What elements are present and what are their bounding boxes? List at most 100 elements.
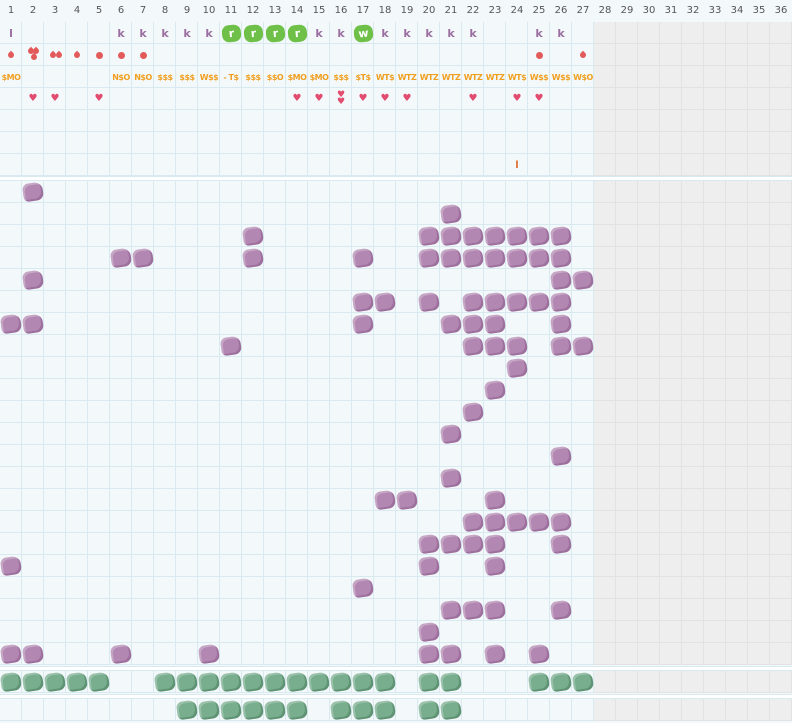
board-cell[interactable] bbox=[308, 467, 330, 489]
board-cell[interactable] bbox=[770, 445, 792, 467]
top-grid-cell[interactable] bbox=[88, 110, 110, 132]
top-grid-cell[interactable] bbox=[44, 110, 66, 132]
board-cell[interactable] bbox=[308, 291, 330, 313]
board-cell[interactable] bbox=[462, 445, 484, 467]
board-cell[interactable] bbox=[220, 357, 242, 379]
board-cell[interactable] bbox=[154, 643, 176, 665]
top-grid-cell[interactable] bbox=[550, 66, 572, 88]
top-grid-cell[interactable] bbox=[0, 88, 22, 110]
tray-b-cell[interactable] bbox=[132, 699, 154, 721]
board-cell[interactable] bbox=[704, 401, 726, 423]
tray-b-cell[interactable] bbox=[528, 699, 550, 721]
top-grid-cell[interactable] bbox=[264, 88, 286, 110]
top-grid-cell[interactable] bbox=[594, 154, 616, 176]
board-cell[interactable] bbox=[176, 533, 198, 555]
board-cell[interactable] bbox=[550, 489, 572, 511]
board-cell[interactable] bbox=[132, 511, 154, 533]
board-cell[interactable] bbox=[198, 313, 220, 335]
top-grid-cell[interactable] bbox=[418, 44, 440, 66]
board-cell[interactable] bbox=[528, 379, 550, 401]
board-cell[interactable] bbox=[330, 467, 352, 489]
top-grid-cell[interactable] bbox=[638, 88, 660, 110]
board-cell[interactable] bbox=[110, 577, 132, 599]
board-cell[interactable] bbox=[726, 577, 748, 599]
board-cell[interactable] bbox=[374, 599, 396, 621]
board-cell[interactable] bbox=[176, 555, 198, 577]
top-grid-cell[interactable] bbox=[704, 22, 726, 44]
tray-b-cell[interactable] bbox=[638, 699, 660, 721]
top-grid-cell[interactable] bbox=[198, 88, 220, 110]
top-grid-cell[interactable] bbox=[638, 110, 660, 132]
board-cell[interactable] bbox=[352, 203, 374, 225]
board-cell[interactable] bbox=[0, 357, 22, 379]
board-cell[interactable] bbox=[374, 203, 396, 225]
board-cell[interactable] bbox=[616, 269, 638, 291]
top-grid-cell[interactable] bbox=[550, 110, 572, 132]
board-cell[interactable] bbox=[286, 357, 308, 379]
board-cell[interactable] bbox=[616, 511, 638, 533]
board-cell[interactable] bbox=[22, 423, 44, 445]
board-cell[interactable] bbox=[440, 577, 462, 599]
board-cell[interactable] bbox=[198, 203, 220, 225]
board-cell[interactable] bbox=[440, 379, 462, 401]
board-cell[interactable] bbox=[726, 467, 748, 489]
top-grid-cell[interactable] bbox=[704, 44, 726, 66]
board-cell[interactable] bbox=[286, 269, 308, 291]
board-cell[interactable] bbox=[638, 599, 660, 621]
board-cell[interactable] bbox=[726, 291, 748, 313]
board-cell[interactable] bbox=[550, 621, 572, 643]
board-cell[interactable] bbox=[396, 577, 418, 599]
top-grid-cell[interactable] bbox=[352, 66, 374, 88]
top-grid-cell[interactable] bbox=[44, 66, 66, 88]
board-cell[interactable] bbox=[220, 423, 242, 445]
board-cell[interactable] bbox=[484, 621, 506, 643]
board-cell[interactable] bbox=[88, 313, 110, 335]
board-cell[interactable] bbox=[44, 533, 66, 555]
board-cell[interactable] bbox=[286, 489, 308, 511]
board-cell[interactable] bbox=[506, 313, 528, 335]
tray-a-cell[interactable] bbox=[660, 671, 682, 693]
top-grid-cell[interactable] bbox=[572, 154, 594, 176]
board-cell[interactable] bbox=[594, 643, 616, 665]
board-cell[interactable] bbox=[0, 181, 22, 203]
top-grid-cell[interactable] bbox=[770, 44, 792, 66]
top-grid-cell[interactable] bbox=[682, 44, 704, 66]
board-cell[interactable] bbox=[726, 533, 748, 555]
tray-b-cell[interactable] bbox=[44, 699, 66, 721]
top-grid-cell[interactable] bbox=[594, 88, 616, 110]
top-grid-cell[interactable] bbox=[748, 66, 770, 88]
board-cell[interactable] bbox=[418, 379, 440, 401]
top-grid-cell[interactable] bbox=[440, 154, 462, 176]
board-cell[interactable] bbox=[374, 643, 396, 665]
board-cell[interactable] bbox=[748, 599, 770, 621]
board-cell[interactable] bbox=[462, 621, 484, 643]
board-cell[interactable] bbox=[308, 335, 330, 357]
board-cell[interactable] bbox=[704, 423, 726, 445]
board-cell[interactable] bbox=[770, 203, 792, 225]
top-grid-cell[interactable] bbox=[176, 88, 198, 110]
top-grid-cell[interactable] bbox=[220, 154, 242, 176]
board-cell[interactable] bbox=[264, 621, 286, 643]
board-cell[interactable] bbox=[770, 577, 792, 599]
board-cell[interactable] bbox=[330, 555, 352, 577]
board-cell[interactable] bbox=[198, 621, 220, 643]
top-grid-cell[interactable] bbox=[572, 66, 594, 88]
board-cell[interactable] bbox=[264, 555, 286, 577]
board-cell[interactable] bbox=[660, 599, 682, 621]
board-cell[interactable] bbox=[682, 621, 704, 643]
top-grid-cell[interactable] bbox=[66, 110, 88, 132]
board-cell[interactable] bbox=[440, 511, 462, 533]
board-cell[interactable] bbox=[286, 621, 308, 643]
top-grid-cell[interactable] bbox=[726, 44, 748, 66]
top-grid-cell[interactable] bbox=[154, 154, 176, 176]
board-cell[interactable] bbox=[110, 269, 132, 291]
board-cell[interactable] bbox=[704, 489, 726, 511]
board-cell[interactable] bbox=[352, 379, 374, 401]
top-grid-cell[interactable] bbox=[484, 66, 506, 88]
board-cell[interactable] bbox=[22, 511, 44, 533]
board-cell[interactable] bbox=[704, 577, 726, 599]
board-cell[interactable] bbox=[594, 247, 616, 269]
board-cell[interactable] bbox=[748, 555, 770, 577]
board-cell[interactable] bbox=[572, 533, 594, 555]
top-grid-cell[interactable] bbox=[572, 110, 594, 132]
